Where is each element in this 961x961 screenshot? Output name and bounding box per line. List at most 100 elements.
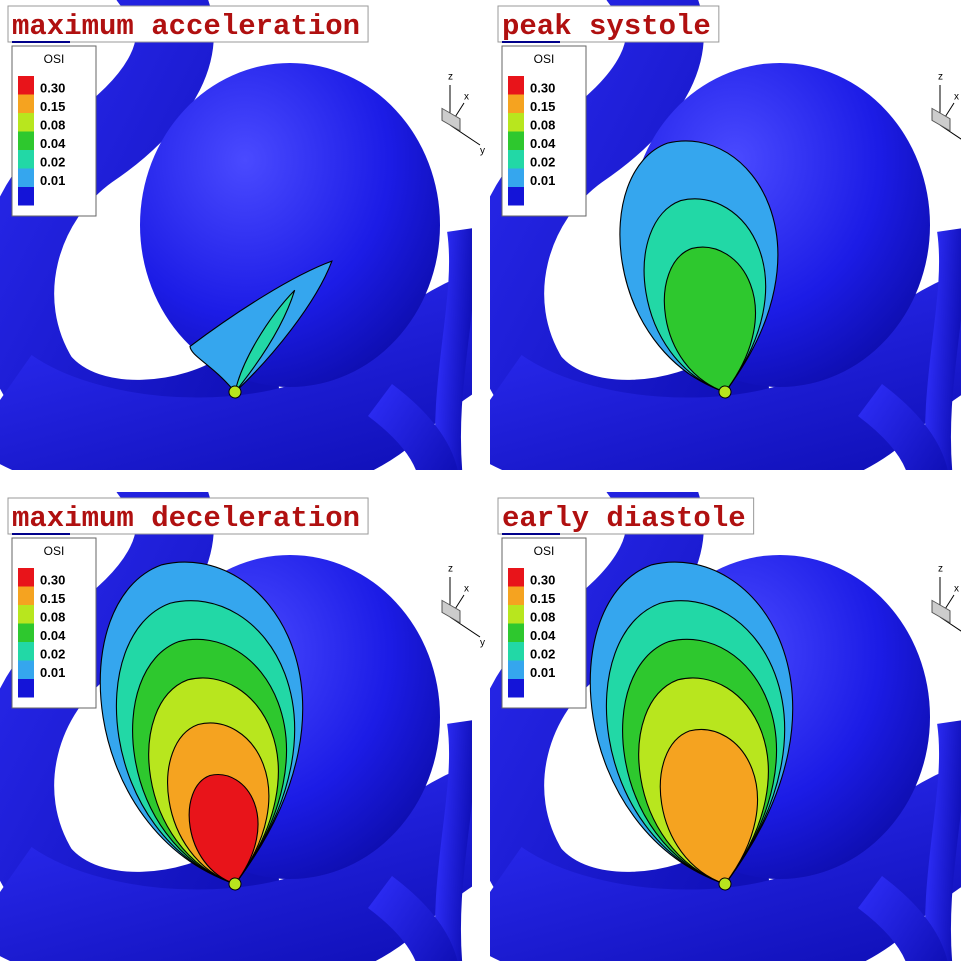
legend-swatch xyxy=(18,660,34,679)
legend-swatch xyxy=(508,605,524,624)
legend-swatch xyxy=(508,679,524,698)
legend-swatch xyxy=(508,187,524,206)
title-bg xyxy=(497,5,720,43)
legend-swatch xyxy=(508,94,524,113)
legend-swatch xyxy=(18,568,34,587)
vessel xyxy=(925,720,961,961)
legend-label: 0.15 xyxy=(530,99,555,114)
panel: early diastole OSI 0.30 0.15 0.08 0.04 0.02 0.0… xyxy=(490,492,961,961)
legend-title: OSI xyxy=(534,544,555,558)
legend-swatch xyxy=(508,623,524,642)
render xyxy=(490,0,961,470)
legend-title: OSI xyxy=(44,52,65,66)
legend-swatch xyxy=(18,679,34,698)
legend-swatch xyxy=(508,168,524,187)
axis-label: z xyxy=(938,72,943,83)
vessel xyxy=(857,384,948,470)
legend: OSI 0.30 0.15 0.08 0.04 0.02 0.01 xyxy=(501,537,587,709)
legend-label: 0.02 xyxy=(530,154,555,169)
vessel xyxy=(925,228,961,470)
legend-swatch xyxy=(508,150,524,169)
title-bg xyxy=(7,5,369,43)
legend-label: 0.30 xyxy=(530,572,555,587)
legend-label: 0.08 xyxy=(530,117,555,132)
panel-title: maximum deceleration xyxy=(12,502,360,535)
legend-swatch xyxy=(18,76,34,95)
panel-title: maximum acceleration xyxy=(12,10,360,43)
legend: OSI 0.30 0.15 0.08 0.04 0.02 0.01 xyxy=(501,45,587,217)
legend-swatch xyxy=(18,113,34,132)
legend-swatch xyxy=(18,150,34,169)
axis-triad: zxy xyxy=(441,72,485,157)
contours xyxy=(619,140,779,399)
panel-title: peak systole xyxy=(502,10,711,43)
render xyxy=(0,0,472,470)
axis-box xyxy=(931,599,951,624)
neck-spot xyxy=(228,877,242,891)
legend-swatch xyxy=(508,76,524,95)
contour xyxy=(189,260,333,393)
legend-label: 0.15 xyxy=(530,591,555,606)
legend-label: 0.01 xyxy=(530,665,555,680)
axis-label: x xyxy=(954,92,959,103)
contours xyxy=(189,260,333,399)
contour xyxy=(188,774,259,885)
axis-triad: zxy xyxy=(931,564,961,632)
legend-label: 0.08 xyxy=(40,117,65,132)
legend: OSI 0.30 0.15 0.08 0.04 0.02 0.01 xyxy=(11,537,97,709)
contour xyxy=(663,246,756,393)
legend-swatch xyxy=(18,586,34,605)
vessel xyxy=(435,720,472,961)
vessel xyxy=(857,876,948,961)
axis-box xyxy=(441,599,461,624)
legend-swatch xyxy=(18,187,34,206)
legend-label: 0.08 xyxy=(40,609,65,624)
axis-label: x xyxy=(464,584,469,595)
panel: maximum acceleration OSI 0.30 0.15 0.08 0.04 0… xyxy=(0,0,485,470)
legend-title: OSI xyxy=(534,52,555,66)
legend-label: 0.04 xyxy=(530,628,556,643)
aneurysm xyxy=(140,63,440,387)
legend-title: OSI xyxy=(44,544,65,558)
contour xyxy=(659,728,759,885)
legend-swatch xyxy=(18,623,34,642)
axis-label: z xyxy=(448,564,453,575)
legend-swatch xyxy=(18,642,34,661)
legend-label: 0.01 xyxy=(530,173,555,188)
legend-swatch xyxy=(508,586,524,605)
legend-swatch xyxy=(508,131,524,150)
legend-swatch xyxy=(18,168,34,187)
vessel xyxy=(367,384,458,470)
legend-swatch xyxy=(508,113,524,132)
title-bg xyxy=(7,497,369,535)
axis-label: y xyxy=(480,638,485,649)
legend-swatch xyxy=(18,94,34,113)
neck-spot xyxy=(228,385,242,399)
axis-box xyxy=(441,107,461,132)
legend-label: 0.01 xyxy=(40,173,65,188)
title-box: peak systole xyxy=(497,5,720,43)
legend-swatch xyxy=(508,568,524,587)
vessel xyxy=(367,876,458,961)
legend-swatch xyxy=(18,131,34,150)
title-box: early diastole xyxy=(497,497,755,535)
axis-label: x xyxy=(954,584,959,595)
legend-label: 0.30 xyxy=(530,80,555,95)
legend-swatch xyxy=(18,605,34,624)
legend-label: 0.04 xyxy=(40,628,66,643)
legend-swatch xyxy=(508,642,524,661)
contours xyxy=(589,561,794,891)
axis-box xyxy=(931,107,951,132)
axis-label: x xyxy=(464,92,469,103)
legend-label: 0.04 xyxy=(530,136,556,151)
legend-label: 0.02 xyxy=(40,646,65,661)
legend-label: 0.02 xyxy=(40,154,65,169)
title-box: maximum deceleration xyxy=(7,497,369,535)
panel: peak systole OSI 0.30 0.15 0.08 0.04 0.02 0.01 z… xyxy=(490,0,961,470)
legend-label: 0.15 xyxy=(40,99,65,114)
vessel xyxy=(435,228,472,470)
legend-swatch xyxy=(508,660,524,679)
legend-label: 0.15 xyxy=(40,591,65,606)
